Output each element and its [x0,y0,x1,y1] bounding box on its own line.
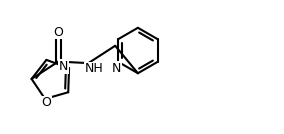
Text: O: O [42,96,52,109]
Text: N: N [59,60,68,73]
Text: N: N [112,62,121,75]
Text: NH: NH [85,62,103,75]
Text: O: O [53,26,63,39]
